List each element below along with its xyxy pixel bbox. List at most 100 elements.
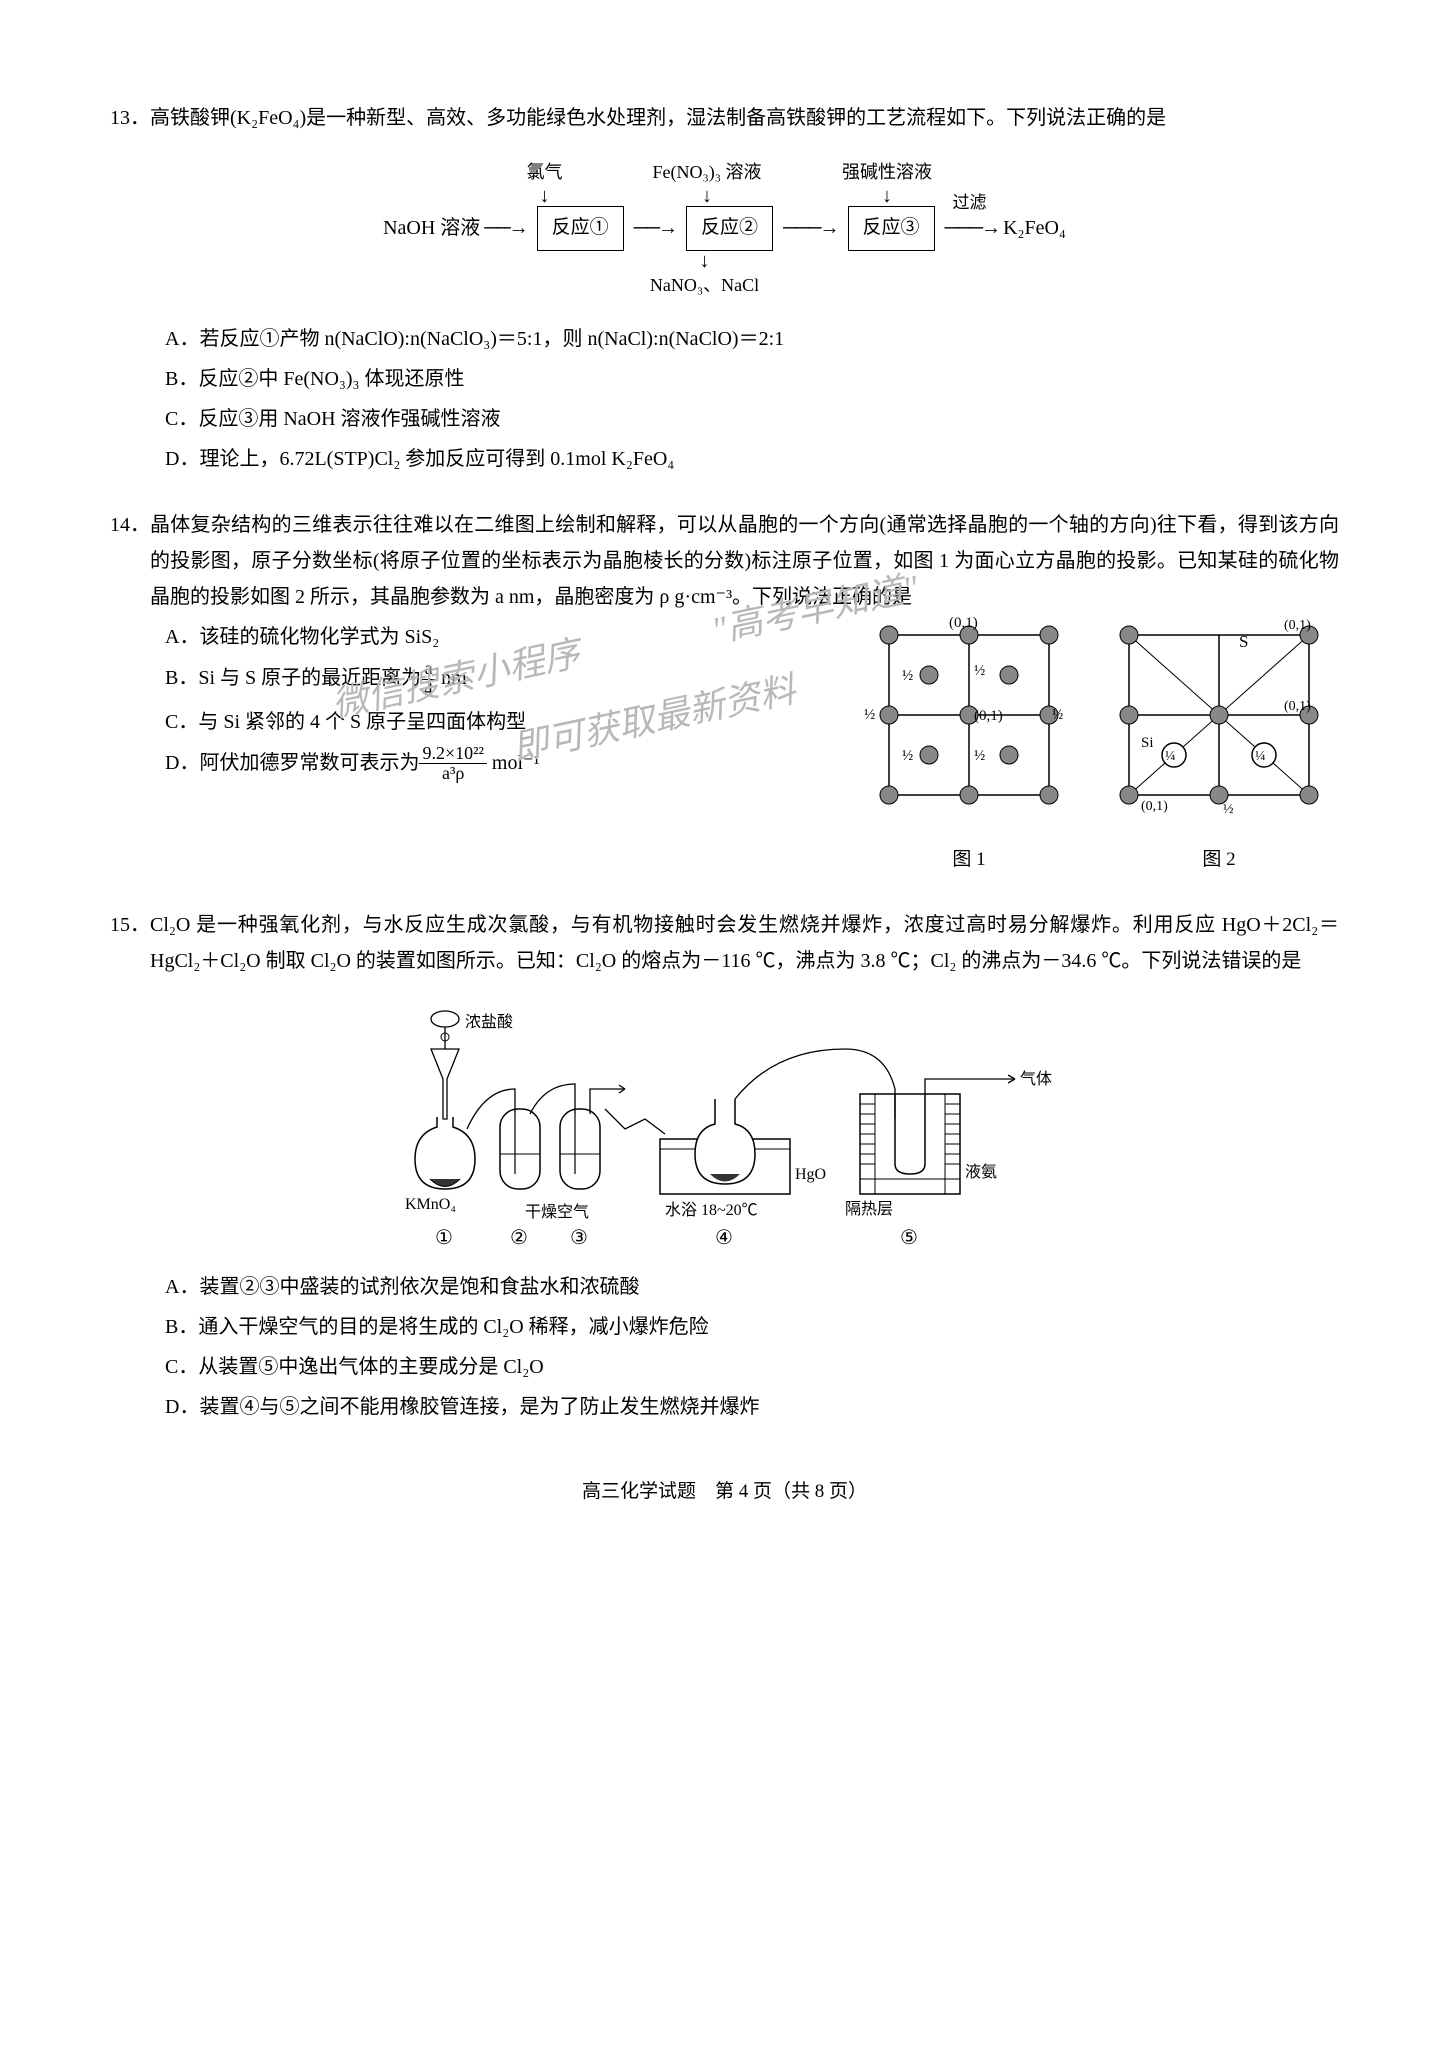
q15-header: 15． Cl₂O 是一种强氧化剂，与水反应生成次氯酸，与有机物接触时会发生燃烧并… bbox=[110, 907, 1339, 979]
arrow-down-icon: ↓ bbox=[702, 188, 712, 204]
q14-number: 14． bbox=[110, 507, 150, 543]
q13-option-b: B．反应②中 Fe(NO₃)₃ 体现还原性 bbox=[110, 361, 1339, 397]
svg-text:½: ½ bbox=[1223, 802, 1234, 817]
frac-num: a bbox=[421, 659, 436, 680]
frac-num: 9.2×10²² bbox=[419, 744, 486, 765]
q13-number: 13． bbox=[110, 100, 150, 136]
q13-flow-diagram: 氯气 ↓ Fe(NO₃)₃ 溶液 ↓ 强碱性溶液 ↓ NaOH 溶液 ──→ 反… bbox=[110, 156, 1339, 301]
svg-text:气体: 气体 bbox=[1020, 1070, 1052, 1088]
svg-text:HgO: HgO bbox=[795, 1166, 826, 1183]
q15-option-a: A．装置②③中盛装的试剂依次是饱和食盐水和浓硫酸 bbox=[110, 1269, 1339, 1305]
svg-text:④: ④ bbox=[715, 1227, 733, 1249]
svg-text:½: ½ bbox=[974, 663, 985, 679]
svg-text:隔热层: 隔热层 bbox=[845, 1200, 893, 1218]
apparatus-svg: 浓盐酸 KMnO₄ 干燥空气 bbox=[375, 999, 1075, 1259]
question-14: 微信搜索小程序 "高考早知道" 即可获取最新资料 14． 晶体复杂结构的三维表示… bbox=[110, 507, 1339, 877]
svg-text:½: ½ bbox=[974, 748, 985, 764]
question-15: 15． Cl₂O 是一种强氧化剂，与水反应生成次氯酸，与有机物接触时会发生燃烧并… bbox=[110, 907, 1339, 1425]
arrow-down-icon: ↓ bbox=[540, 188, 550, 204]
q14-option-c: C．与 Si 紧邻的 4 个 S 原子呈四面体构型 bbox=[110, 704, 859, 740]
q14-figure-1: (0,1) ½ ½ ½ (0,1) ½ ½ ½ 图 1 bbox=[859, 615, 1079, 877]
flow-top-feno3: Fe(NO₃)₃ 溶液 ↓ bbox=[632, 156, 782, 204]
q14-content-wrap: A．该硅的硫化物化学式为 SiS₂ B．Si 与 S 原子的最近距离为a4 nm… bbox=[110, 615, 1339, 877]
flow-output: K₂FeO₄ bbox=[1003, 210, 1066, 246]
q14-option-b: B．Si 与 S 原子的最近距离为a4 nm bbox=[110, 659, 859, 700]
fig2-caption: 图 2 bbox=[1099, 843, 1339, 877]
svg-text:½: ½ bbox=[1052, 707, 1063, 723]
q15-option-d: D．装置④与⑤之间不能用橡胶管连接，是为了防止发生燃烧并爆炸 bbox=[110, 1389, 1339, 1425]
q13-header: 13． 高铁酸钾(K₂FeO₄)是一种新型、高效、多功能绿色水处理剂，湿法制备高… bbox=[110, 100, 1339, 136]
flow-filter-label: 过滤 bbox=[953, 188, 987, 219]
q15-option-c: C．从装置⑤中逸出气体的主要成分是 Cl₂O bbox=[110, 1349, 1339, 1385]
fraction: a4 bbox=[421, 659, 436, 700]
svg-text:(0,1): (0,1) bbox=[1141, 799, 1168, 814]
svg-text:½: ½ bbox=[902, 748, 913, 764]
q15-option-b: B．通入干燥空气的目的是将生成的 Cl₂O 稀释，减小爆炸危险 bbox=[110, 1309, 1339, 1345]
crystal-projection-2-svg: S (0,1) (0,1) (0,1) ½ Si ¼ ¼ bbox=[1099, 615, 1339, 825]
q14-figures: (0,1) ½ ½ ½ (0,1) ½ ½ ½ 图 1 bbox=[859, 615, 1339, 877]
flow-box-1: 反应① bbox=[537, 206, 624, 250]
q14-figure-2: S (0,1) (0,1) (0,1) ½ Si ¼ ¼ 图 2 bbox=[1099, 615, 1339, 877]
svg-text:(0,1): (0,1) bbox=[1284, 699, 1311, 714]
arrow-right-icon: ──→ bbox=[484, 210, 526, 246]
svg-text:½: ½ bbox=[902, 668, 913, 684]
svg-text:¼: ¼ bbox=[1255, 749, 1266, 764]
arrow-right-icon: ──→ bbox=[634, 210, 676, 246]
q15-apparatus: 浓盐酸 KMnO₄ 干燥空气 bbox=[110, 999, 1339, 1259]
q13-option-d: D．理论上，6.72L(STP)Cl₂ 参加反应可得到 0.1mol K₂FeO… bbox=[110, 441, 1339, 477]
frac-den: 4 bbox=[421, 680, 436, 700]
coord-label: (0,1) bbox=[949, 615, 978, 631]
flow-label-feno3: Fe(NO₃)₃ 溶液 bbox=[652, 156, 761, 188]
arrow-right-icon: ───→ bbox=[783, 210, 838, 246]
svg-text:液氨: 液氨 bbox=[965, 1163, 997, 1181]
q13-text: 高铁酸钾(K₂FeO₄)是一种新型、高效、多功能绿色水处理剂，湿法制备高铁酸钾的… bbox=[150, 100, 1166, 136]
svg-text:½: ½ bbox=[864, 707, 875, 723]
fraction: 9.2×10²²a³ρ bbox=[419, 744, 486, 785]
svg-text:(0,1): (0,1) bbox=[974, 708, 1003, 724]
page-footer: 高三化学试题 第 4 页（共 8 页） bbox=[110, 1475, 1339, 1509]
flow-box-3: 反应③ bbox=[848, 206, 935, 250]
svg-text:KMnO₄: KMnO₄ bbox=[405, 1196, 456, 1213]
flow-bottom-label: NaNO₃、NaCl bbox=[650, 269, 759, 301]
flow-bottom-products: ↓ NaNO₃、NaCl bbox=[650, 253, 759, 301]
q14-optd-suffix: mol⁻¹ bbox=[487, 751, 540, 773]
svg-text:水浴 18~20℃: 水浴 18~20℃ bbox=[665, 1201, 758, 1219]
svg-text:(0,1): (0,1) bbox=[1284, 618, 1311, 633]
fig1-caption: 图 1 bbox=[859, 843, 1079, 877]
flow-label-chlorine: 氯气 bbox=[527, 156, 563, 188]
q14-text: 晶体复杂结构的三维表示往往难以在二维图上绘制和解释，可以从晶胞的一个方向(通常选… bbox=[150, 507, 1339, 615]
q14-optb-prefix: B．Si 与 S 原子的最近距离为 bbox=[165, 667, 421, 689]
flow-label-alkali: 强碱性溶液 bbox=[842, 156, 932, 188]
svg-text:Si: Si bbox=[1141, 735, 1154, 751]
arrow-down-icon: ↓ bbox=[699, 253, 709, 269]
flow-top-chlorine: 氯气 ↓ bbox=[497, 156, 592, 204]
svg-text:干燥空气: 干燥空气 bbox=[525, 1203, 589, 1221]
q15-number: 15． bbox=[110, 907, 150, 943]
q14-optd-prefix: D．阿伏加德罗常数可表示为 bbox=[165, 751, 419, 773]
svg-text:①: ① bbox=[435, 1227, 453, 1249]
svg-text:⑤: ⑤ bbox=[900, 1227, 918, 1249]
crystal-projection-1-svg: (0,1) ½ ½ ½ (0,1) ½ ½ ½ bbox=[859, 615, 1079, 825]
svg-text:②: ② bbox=[510, 1227, 528, 1249]
svg-text:S: S bbox=[1239, 632, 1248, 651]
q14-optb-suffix: nm bbox=[436, 667, 467, 689]
flow-top-labels: 氯气 ↓ Fe(NO₃)₃ 溶液 ↓ 强碱性溶液 ↓ bbox=[110, 156, 1339, 204]
q15-text: Cl₂O 是一种强氧化剂，与水反应生成次氯酸，与有机物接触时会发生燃烧并爆炸，浓… bbox=[150, 907, 1339, 979]
q13-option-c: C．反应③用 NaOH 溶液作强碱性溶液 bbox=[110, 401, 1339, 437]
svg-text:浓盐酸: 浓盐酸 bbox=[465, 1013, 513, 1031]
svg-text:③: ③ bbox=[570, 1227, 588, 1249]
q13-option-a: A．若反应①产物 n(NaClO):n(NaClO₃)＝5:1，则 n(NaCl… bbox=[110, 321, 1339, 357]
flow-main-row: NaOH 溶液 ──→ 反应① ──→ 反应② ───→ 反应③ 过滤 ───→… bbox=[110, 206, 1339, 250]
flow-input: NaOH 溶液 bbox=[383, 210, 480, 246]
svg-text:¼: ¼ bbox=[1165, 749, 1176, 764]
flow-box-2: 反应② bbox=[686, 206, 773, 250]
q14-header: 14． 晶体复杂结构的三维表示往往难以在二维图上绘制和解释，可以从晶胞的一个方向… bbox=[110, 507, 1339, 615]
arrow-right-icon: ───→ bbox=[945, 217, 1000, 239]
q14-option-d: D．阿伏加德罗常数可表示为9.2×10²²a³ρ mol⁻¹ bbox=[110, 744, 859, 785]
arrow-down-icon: ↓ bbox=[882, 188, 892, 204]
arrow-filter: 过滤 ───→ bbox=[941, 210, 1004, 246]
flow-bottom-labels: ↓ NaNO₃、NaCl bbox=[110, 253, 1339, 301]
frac-den: a³ρ bbox=[419, 764, 486, 784]
flow-top-alkali: 强碱性溶液 ↓ bbox=[822, 156, 952, 204]
q14-option-a: A．该硅的硫化物化学式为 SiS₂ bbox=[110, 619, 859, 655]
